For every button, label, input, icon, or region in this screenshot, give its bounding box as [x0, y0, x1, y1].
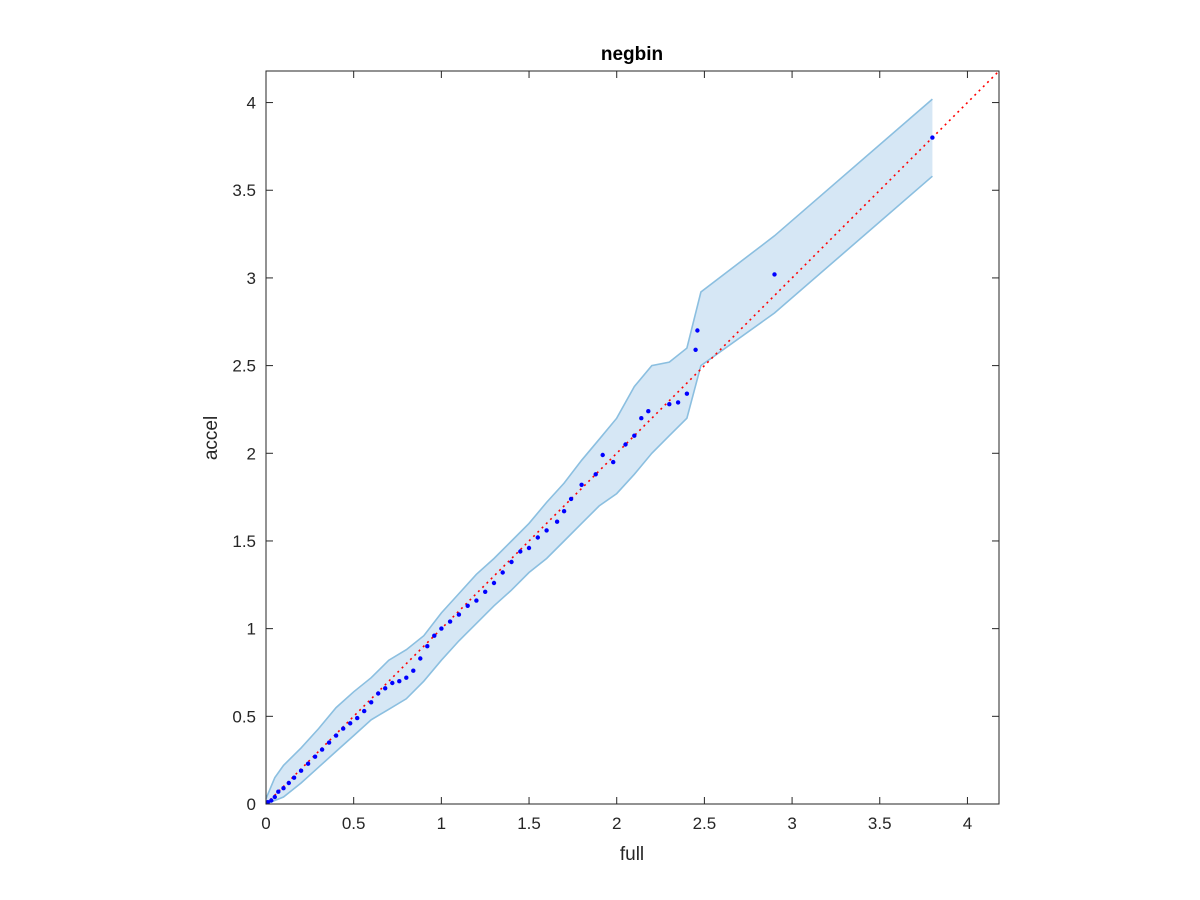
y-tick-label: 0.5	[232, 707, 256, 726]
axes-box	[265, 70, 1000, 805]
x-tick-label: 0	[261, 814, 270, 833]
data-point	[623, 442, 628, 447]
data-point	[348, 721, 353, 726]
data-point	[281, 786, 286, 791]
data-point	[695, 328, 700, 333]
data-point	[611, 459, 616, 465]
data-point	[772, 272, 777, 277]
data-point	[554, 519, 560, 524]
band-lower-edge	[265, 175, 933, 805]
y-tick-label: 0	[247, 795, 256, 814]
x-axis-label: full	[620, 844, 644, 865]
data-point	[305, 761, 311, 766]
data-point	[447, 619, 453, 624]
chart-title: negbin	[601, 44, 663, 65]
data-point	[474, 598, 479, 603]
data-point	[341, 726, 346, 731]
y-tick-label: 1.5	[232, 532, 256, 551]
data-point	[383, 686, 388, 691]
data-point	[272, 794, 277, 800]
y-tick-label: 3.5	[232, 181, 256, 200]
data-point	[500, 570, 505, 575]
x-tick-label: 3.5	[868, 814, 892, 833]
data-point	[593, 472, 598, 477]
data-point	[397, 679, 402, 684]
data-point	[544, 528, 549, 533]
data-point	[418, 656, 423, 661]
data-point	[526, 545, 532, 551]
data-point	[518, 549, 523, 554]
data-point	[355, 715, 360, 721]
data-point	[491, 580, 497, 586]
x-tick-label: 3	[787, 814, 796, 833]
data-point	[456, 612, 462, 617]
data-point	[579, 482, 584, 487]
data-point	[376, 691, 381, 696]
data-point	[269, 798, 274, 803]
y-tick-label: 1	[247, 620, 256, 639]
band-upper-edge	[265, 98, 933, 800]
x-tick-label: 1	[437, 814, 446, 833]
x-tick-label: 4	[963, 814, 972, 833]
data-point	[693, 347, 698, 352]
data-point	[632, 433, 637, 438]
y-tick-label: 4	[247, 94, 256, 113]
y-axis-label: accel	[201, 416, 222, 460]
data-point	[362, 708, 367, 714]
data-point	[667, 402, 672, 407]
data-point	[432, 633, 437, 638]
data-point	[312, 754, 318, 759]
data-point	[369, 700, 374, 705]
x-tick-label: 2.5	[693, 814, 717, 833]
data-point	[276, 789, 281, 794]
data-point	[326, 740, 332, 745]
data-point	[483, 589, 488, 594]
data-point	[535, 535, 540, 540]
data-point	[568, 496, 574, 502]
data-point	[319, 747, 325, 752]
data-point	[684, 391, 690, 396]
data-point	[291, 775, 297, 780]
data-point	[286, 780, 291, 786]
data-point	[265, 800, 270, 805]
data-point	[390, 680, 395, 686]
data-point	[509, 559, 514, 565]
y-tick-label: 2.5	[232, 357, 256, 376]
x-tick-label: 0.5	[342, 814, 366, 833]
data-point	[561, 509, 567, 514]
x-tick-label: 1.5	[517, 814, 541, 833]
data-point	[439, 626, 444, 631]
confidence-band	[266, 99, 933, 805]
data-point	[930, 135, 935, 140]
plot-area: 0 0.5 1 1.5 2 2.5 3 3.5 4 0 0.5 1 1.5 2 2.5 3 3.5 4	[232, 70, 1000, 833]
data-point	[404, 675, 409, 680]
data-point	[646, 409, 651, 414]
data-point	[600, 452, 605, 458]
data-point	[465, 603, 470, 608]
y-tick-label: 3	[247, 269, 256, 288]
data-point	[675, 400, 681, 405]
data-point	[333, 733, 339, 738]
x-tick-label: 2	[612, 814, 621, 833]
data-point	[425, 644, 430, 649]
data-point	[298, 768, 304, 773]
y-tick-label: 2	[247, 444, 256, 463]
data-point	[411, 668, 416, 673]
data-point	[639, 416, 644, 421]
